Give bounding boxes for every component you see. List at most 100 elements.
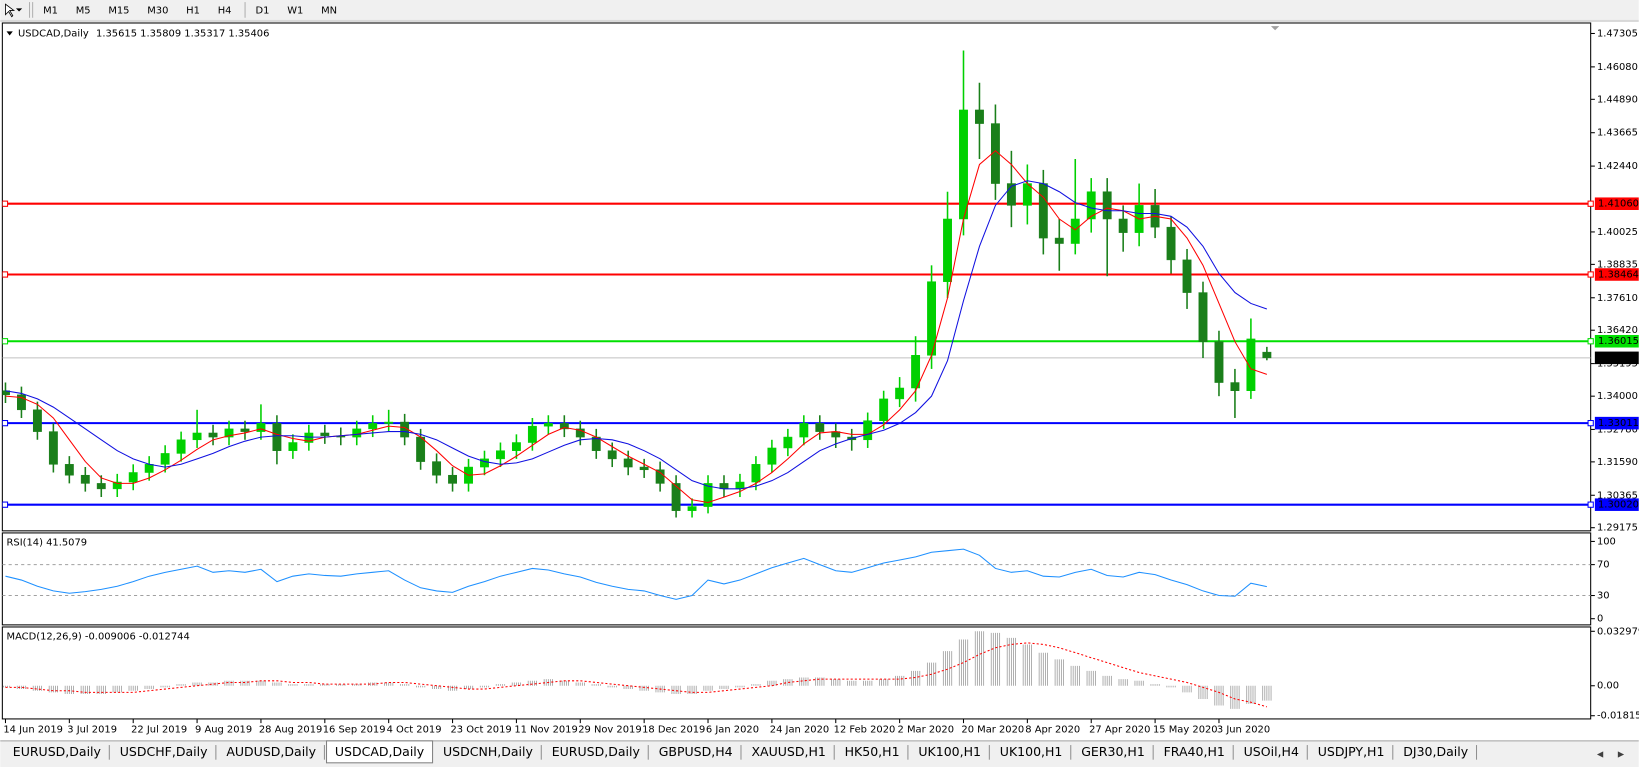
- chart-header: USDCAD,Daily 1.35615 1.35809 1.35317 1.3…: [18, 28, 269, 39]
- candle-body: [767, 447, 777, 465]
- period-button[interactable]: H1: [186, 5, 200, 16]
- tab[interactable]: GBPUSD,H4: [650, 742, 742, 762]
- candle-body: [703, 483, 713, 507]
- period-button[interactable]: M15: [108, 5, 129, 16]
- tab-label: USDCNH,Daily: [443, 744, 533, 759]
- tab-background: [1309, 742, 1393, 762]
- tab[interactable]: GER30,H1: [1072, 742, 1154, 762]
- y-tick-label: 1.43665: [1597, 128, 1638, 139]
- level-price-box: [1594, 268, 1639, 281]
- y-tick-label: 0.032979: [1597, 626, 1639, 637]
- chart-menu-arrow: [6, 31, 13, 36]
- macd-signal: [5, 642, 1267, 708]
- x-tick-label: 3 Jun 2020: [1217, 724, 1270, 735]
- y-tick-label: 1.44890: [1597, 94, 1638, 105]
- tab[interactable]: USDJPY,H1: [1309, 742, 1394, 762]
- level-handle: [1587, 420, 1594, 427]
- tab-label: UK100,H1: [918, 744, 981, 759]
- candle-body: [304, 432, 314, 443]
- toolbar: [0, 0, 1639, 20]
- tab[interactable]: XAUUSD,H1: [743, 742, 835, 762]
- candle-body: [160, 453, 170, 465]
- x-tick-label: 23 Oct 2019: [450, 724, 511, 735]
- y-tick-label: 1.47305: [1597, 28, 1638, 39]
- tab[interactable]: UK100,H1: [910, 742, 990, 762]
- tab[interactable]: USDCAD,Daily: [325, 740, 434, 764]
- tab-scroll-right[interactable]: [1617, 751, 1625, 758]
- tab[interactable]: FRA40,H1: [1155, 742, 1234, 762]
- x-tick-label: 2 Mar 2020: [898, 724, 955, 735]
- period-button[interactable]: MN: [321, 5, 337, 16]
- level-price-label: 1.36015: [1598, 336, 1639, 347]
- tab[interactable]: DJ30,Daily: [1394, 742, 1478, 762]
- candle-body: [559, 423, 569, 430]
- tab[interactable]: HK50,H1: [836, 742, 909, 762]
- chart-tabs: EURUSD,Daily USDCHF,Daily AUDUSD,Daily USDC…: [4, 740, 1478, 764]
- tab-label: UK100,H1: [1000, 744, 1063, 759]
- period-button[interactable]: H4: [218, 5, 232, 16]
- candle-body: [671, 483, 681, 511]
- candle-body: [432, 461, 442, 476]
- candle-body: [1214, 341, 1224, 383]
- period-button[interactable]: M1: [43, 5, 58, 16]
- y-tick-label: 0.00: [1597, 681, 1619, 692]
- tab-background: [543, 742, 649, 762]
- candle-body: [1086, 191, 1096, 220]
- tab[interactable]: EURUSD,Daily: [543, 742, 649, 762]
- y-tick-label: 1.40025: [1597, 227, 1638, 238]
- rsi-header: RSI(14) 41.5079: [7, 537, 88, 548]
- x-tick-label: 4 Oct 2019: [387, 724, 442, 735]
- candle-body: [128, 472, 138, 483]
- candle-body: [575, 428, 585, 438]
- candle-body: [288, 442, 298, 451]
- period-button[interactable]: M30: [147, 5, 168, 16]
- candle-body: [384, 421, 394, 424]
- level-handle: [1587, 271, 1594, 278]
- tab[interactable]: AUDUSD,Daily: [217, 742, 325, 762]
- x-tick-label: 9 Aug 2019: [195, 724, 252, 735]
- candle-body: [1182, 259, 1192, 293]
- tab-background: [1235, 742, 1308, 762]
- x-tick-label: 8 Apr 2020: [1025, 724, 1080, 735]
- tab-scroll-left[interactable]: [1596, 751, 1604, 758]
- level-handle: [1587, 501, 1594, 508]
- candle-body: [511, 442, 521, 451]
- open-quote: 1.35615: [96, 28, 137, 39]
- period-button[interactable]: W1: [287, 5, 303, 16]
- tab[interactable]: UK100,H1: [991, 742, 1072, 762]
- rsi-reading: 41.5079: [46, 537, 87, 548]
- period-button[interactable]: D1: [256, 5, 270, 16]
- level-handle: [2, 420, 9, 427]
- close-quote: 1.35406: [228, 28, 269, 39]
- tab[interactable]: USDCNH,Daily: [434, 742, 542, 762]
- candle-body: [240, 428, 250, 432]
- candle-body: [1246, 338, 1256, 391]
- candle-body: [192, 432, 202, 441]
- last-price-label: 1.35406: [1598, 353, 1639, 364]
- tab-background: [910, 742, 990, 762]
- level-price-label: 1.38464: [1598, 269, 1639, 280]
- tab-background: [434, 742, 542, 762]
- tab-background: [325, 740, 434, 764]
- candle-body: [32, 409, 42, 432]
- candle-body: [176, 439, 186, 454]
- tab-label: USOil,H4: [1244, 744, 1299, 759]
- candle-body: [895, 387, 905, 400]
- period-button[interactable]: M5: [76, 5, 91, 16]
- x-tick-label: 22 Jul 2019: [131, 724, 187, 735]
- x-tick-label: 6 Jan 2020: [706, 724, 759, 735]
- candle-body: [911, 355, 921, 389]
- candle-body: [416, 436, 426, 462]
- level-handle: [2, 200, 9, 207]
- cursor-tool[interactable]: [5, 3, 23, 18]
- candle-body: [623, 458, 633, 468]
- level-handle: [2, 271, 9, 278]
- tab[interactable]: USDCHF,Daily: [111, 742, 217, 762]
- tab-label: XAUUSD,H1: [751, 744, 825, 759]
- tab[interactable]: USOil,H4: [1235, 742, 1308, 762]
- tab[interactable]: EURUSD,Daily: [4, 742, 110, 762]
- candle-body: [1054, 237, 1064, 244]
- tab-background: [111, 742, 216, 762]
